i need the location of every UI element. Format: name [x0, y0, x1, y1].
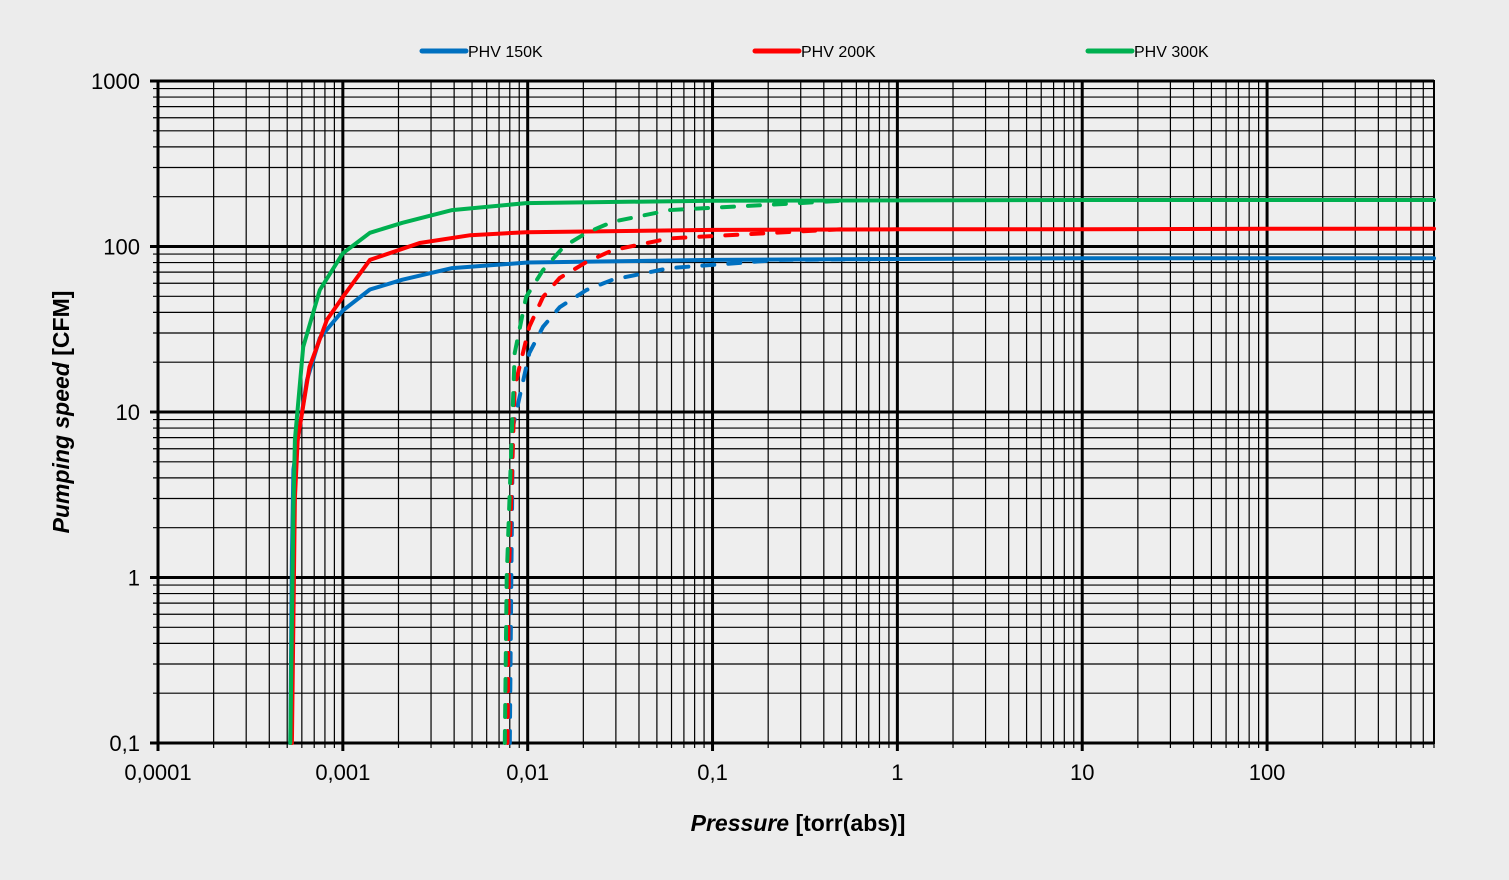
tick-labels: 0,0001 0,001 0,01 0,1 1 10 100 1000 100 10 1 0,1 [91, 69, 1285, 785]
y-tick-label: 0,1 [109, 731, 140, 756]
x-tick-label: 10 [1070, 760, 1094, 785]
y-tick-label: 1 [128, 566, 140, 591]
series-line-2 [288, 198, 1436, 745]
legend-label: PHV 200K [801, 44, 876, 61]
x-tick-label: 100 [1249, 760, 1286, 785]
legend-label: PHV 150K [468, 44, 543, 61]
y-tick-label: 100 [103, 235, 140, 260]
x-tick-label: 0,0001 [124, 760, 191, 785]
legend: PHV 150K PHV 200K PHV 300K [419, 44, 1209, 61]
y-tick-label: 1000 [91, 69, 140, 94]
series-line-1 [289, 226, 1436, 745]
series-lines [288, 198, 1436, 745]
x-tick-label: 0,1 [697, 760, 728, 785]
x-axis-label: Pressure [torr(abs)] [691, 810, 906, 836]
x-tick-label: 1 [891, 760, 903, 785]
x-tick-label: 0,001 [315, 760, 370, 785]
x-tick-label: 0,01 [506, 760, 549, 785]
y-tick-label: 10 [116, 400, 140, 425]
dashed-series-line-5 [502, 198, 852, 745]
legend-label: PHV 300K [1134, 44, 1209, 61]
plot-border [157, 80, 1435, 744]
grid [150, 79, 1435, 751]
y-axis-label: Pumping speed [CFM] [48, 291, 74, 534]
